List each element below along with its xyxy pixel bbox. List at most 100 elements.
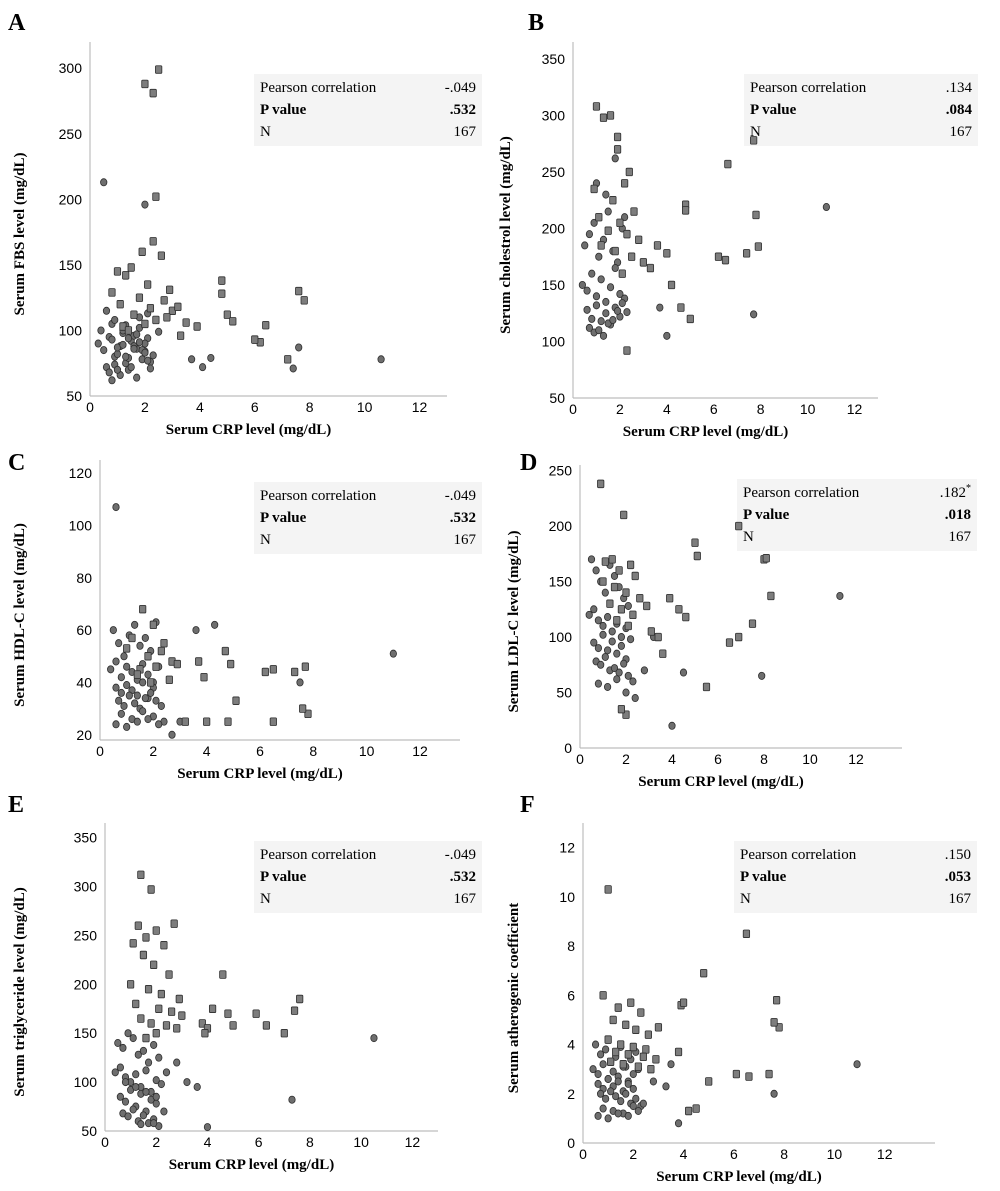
- data-point: [679, 668, 688, 677]
- x-tick-label: 6: [710, 401, 718, 417]
- data-point: [853, 1060, 861, 1069]
- data-point: [141, 348, 149, 357]
- data-point: [133, 670, 141, 679]
- data-point: [162, 1068, 171, 1077]
- data-point: [201, 1029, 209, 1038]
- x-tick-label: 2: [629, 1146, 637, 1162]
- data-point: [606, 111, 615, 120]
- y-tick-label: 4: [567, 1037, 575, 1053]
- y-tick-label: 200: [549, 518, 573, 534]
- data-point: [113, 350, 122, 359]
- y-tick-label: 50: [81, 1123, 97, 1139]
- x-axis-label: Serum CRP level (mg/dL): [177, 766, 342, 782]
- data-point: [219, 970, 227, 979]
- data-point: [139, 707, 147, 716]
- y-tick-label: 100: [74, 1074, 98, 1090]
- data-point: [131, 620, 139, 629]
- data-point: [622, 1089, 630, 1098]
- data-point: [682, 612, 690, 622]
- data-point: [599, 1060, 607, 1069]
- data-point: [152, 926, 160, 935]
- data-point: [668, 721, 676, 730]
- data-point: [195, 657, 203, 666]
- data-point: [599, 991, 607, 1000]
- data-point: [167, 1007, 176, 1016]
- data-point: [647, 1064, 655, 1074]
- y-tick-label: 150: [549, 574, 573, 590]
- y-tick-label: 12: [559, 840, 575, 856]
- data-point: [601, 588, 609, 597]
- data-point: [836, 591, 844, 600]
- panel-letter: A: [8, 10, 26, 36]
- y-tick-label: 150: [74, 1025, 98, 1041]
- stat-value: .018: [945, 507, 971, 523]
- data-point: [644, 1030, 652, 1039]
- data-point: [714, 252, 723, 261]
- data-point: [123, 644, 131, 653]
- data-point: [596, 1089, 605, 1098]
- data-point: [269, 665, 277, 674]
- data-point: [139, 678, 147, 687]
- stat-label: N: [260, 124, 271, 140]
- y-tick-label: 250: [59, 126, 83, 142]
- data-point: [157, 251, 165, 260]
- data-point: [139, 1111, 148, 1120]
- data-point: [223, 310, 231, 319]
- y-tick-label: 200: [74, 976, 98, 992]
- data-point: [634, 1107, 642, 1116]
- data-point: [721, 255, 730, 265]
- data-point: [624, 601, 632, 610]
- stat-label: N: [260, 891, 271, 907]
- data-point: [623, 346, 631, 355]
- stat-label: Pearson correlation: [740, 847, 857, 863]
- data-point: [113, 267, 122, 276]
- data-point: [155, 327, 163, 336]
- data-point: [123, 722, 131, 731]
- x-tick-label: 0: [576, 751, 584, 767]
- data-point: [134, 921, 142, 930]
- data-point: [674, 1047, 683, 1057]
- data-point: [640, 666, 649, 675]
- data-point: [624, 1079, 632, 1088]
- data-point: [102, 306, 111, 315]
- data-point: [705, 1077, 713, 1086]
- data-point: [173, 1058, 181, 1067]
- data-point: [116, 1063, 124, 1072]
- data-point: [147, 678, 155, 687]
- y-tick-label: 80: [76, 570, 92, 586]
- data-point: [691, 538, 699, 547]
- data-point: [692, 1104, 700, 1113]
- data-point: [617, 704, 626, 714]
- x-tick-label: 6: [714, 751, 722, 767]
- data-point: [119, 1043, 127, 1052]
- data-point: [667, 280, 676, 290]
- data-point: [290, 1006, 299, 1015]
- data-point: [107, 665, 115, 674]
- data-point: [112, 503, 120, 512]
- data-point: [675, 605, 683, 614]
- data-point: [301, 662, 309, 671]
- data-point: [735, 521, 743, 531]
- x-tick-label: 8: [306, 1134, 314, 1150]
- data-point: [606, 599, 614, 608]
- data-point: [162, 1021, 171, 1030]
- x-tick-label: 2: [616, 401, 624, 417]
- y-axis-label: Serum LDL-C level (mg/dL): [506, 530, 522, 712]
- data-point: [610, 582, 619, 592]
- data-point: [622, 688, 630, 697]
- data-point: [124, 326, 133, 335]
- data-point: [617, 1040, 625, 1049]
- y-tick-label: 350: [74, 830, 98, 846]
- data-point: [629, 610, 637, 620]
- stat-label: N: [743, 529, 754, 545]
- data-point: [735, 632, 743, 642]
- data-point: [585, 230, 594, 239]
- data-point: [157, 1080, 165, 1089]
- data-point: [588, 314, 596, 323]
- data-point: [653, 241, 662, 250]
- stat-value: 167: [454, 124, 477, 140]
- y-tick-label: 2: [567, 1086, 575, 1102]
- y-tick-label: 350: [542, 51, 566, 67]
- stat-value: 167: [950, 124, 973, 140]
- data-point: [149, 620, 157, 630]
